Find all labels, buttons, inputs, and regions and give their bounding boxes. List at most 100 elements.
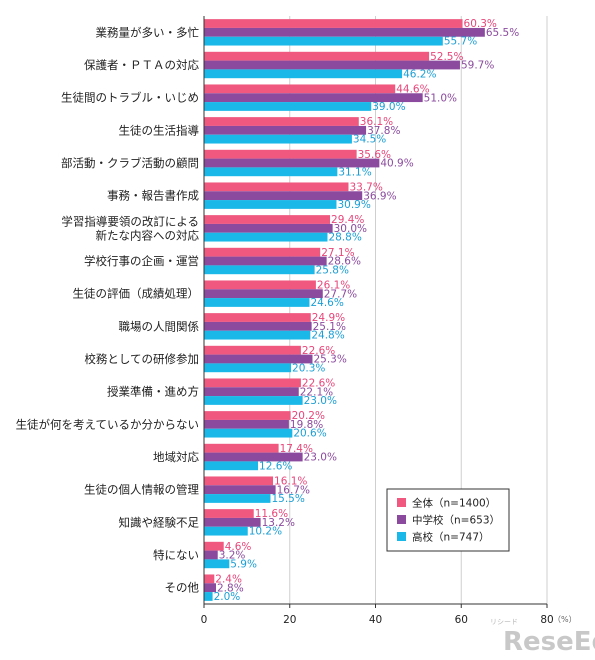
bar: [204, 559, 230, 569]
bar: [204, 517, 261, 527]
bar: [204, 167, 338, 177]
data-label: 36.1%: [360, 116, 393, 128]
category-label: 地域対応: [153, 450, 199, 464]
watermark-logo-text: ReseEd: [503, 627, 595, 657]
category-label: 生徒の個人情報の管理: [84, 483, 199, 497]
category-label: 授業準備・進め方: [107, 385, 199, 399]
data-label: 11.6%: [255, 508, 288, 520]
legend-swatch: [397, 498, 406, 507]
legend-label: 中学校（n=653）: [412, 514, 500, 527]
bar: [204, 313, 311, 322]
x-tick-label: 80: [540, 614, 553, 626]
x-tick-label: 40: [369, 614, 382, 626]
bar: [204, 223, 333, 233]
category-label: 生徒が何を考えているか分からない: [16, 417, 199, 431]
category-label: 職場の人間関係: [119, 319, 200, 333]
legend: 全体（n=1400） 中学校（n=653） 高校（n=747）: [386, 488, 510, 552]
data-label: 33.7%: [349, 181, 382, 193]
bar: [204, 428, 293, 438]
bar: [204, 345, 301, 355]
data-label: 24.9%: [312, 312, 345, 324]
bar: [204, 396, 303, 405]
category-label: 知識や経験不足: [119, 515, 200, 529]
bar: [204, 461, 259, 471]
bar: [204, 134, 352, 144]
bar: [204, 443, 279, 453]
category-label: 事務・報告書作成: [107, 189, 199, 203]
data-label: 19.8%: [290, 419, 323, 431]
data-label: 4.6%: [225, 541, 252, 553]
data-label: 44.6%: [396, 83, 429, 95]
bar: [204, 247, 321, 257]
legend-swatch: [397, 515, 406, 524]
data-label: 16.7%: [277, 484, 310, 496]
data-label: 52.5%: [430, 51, 463, 63]
bar: [204, 387, 299, 397]
gridlines: [289, 16, 548, 604]
category-label: 校務としての研修参加: [84, 352, 199, 366]
bar: [204, 125, 367, 135]
data-label: 20.3%: [292, 362, 325, 374]
data-label: 10.2%: [249, 526, 282, 538]
bar: [204, 69, 403, 79]
bar: [204, 354, 313, 364]
data-label: 22.6%: [302, 377, 335, 389]
bar: [204, 592, 213, 601]
bar: [204, 526, 248, 536]
bar: [204, 60, 460, 70]
data-label: 20.2%: [292, 410, 325, 422]
bar: [204, 363, 292, 373]
data-label: 20.6%: [293, 428, 326, 440]
bar: [204, 583, 217, 593]
category-label: 生徒間のトラブル・いじめ: [61, 91, 199, 105]
watermark-small-text: リシード: [490, 618, 518, 626]
x-tick-label: 0: [201, 614, 208, 626]
data-label: 27.1%: [321, 247, 354, 259]
x-tick-label: 60: [455, 614, 468, 626]
bar: [204, 19, 463, 28]
data-label: 55.7%: [444, 36, 477, 48]
data-label: 23.0%: [304, 395, 337, 407]
data-label: 3.2%: [219, 550, 246, 562]
data-label: 24.8%: [311, 330, 344, 342]
data-label: 36.9%: [363, 190, 396, 202]
bar: [204, 256, 327, 266]
data-label: 23.0%: [304, 452, 337, 464]
bar: [204, 280, 316, 290]
bar: [204, 200, 337, 209]
category-label: 業務量が多い・多忙: [96, 25, 200, 39]
data-label: 17.4%: [280, 443, 313, 455]
bar: [204, 158, 380, 168]
x-axis-unit: （%）: [553, 615, 577, 624]
category-label: 生徒の生活指導: [119, 123, 200, 137]
data-label: 60.3%: [464, 18, 497, 30]
legend-label: 全体（n=1400）: [412, 497, 496, 510]
data-label: 37.8%: [367, 125, 400, 137]
data-label: 2.0%: [214, 591, 241, 603]
bar: [204, 93, 423, 103]
bar: [204, 149, 357, 159]
data-label: 22.1%: [300, 386, 333, 398]
data-label: 2.8%: [217, 582, 244, 594]
bar: [204, 117, 359, 126]
data-label: 5.9%: [230, 558, 257, 570]
data-label: 24.6%: [310, 297, 343, 309]
category-label: 保護者・ＰＴＡの対応: [84, 58, 199, 72]
bar: [204, 51, 430, 61]
category-label: その他: [165, 581, 200, 595]
bar: [204, 191, 363, 201]
bars: [204, 19, 485, 601]
data-label: 28.8%: [328, 232, 361, 244]
bar: [204, 411, 291, 420]
data-label: 25.1%: [313, 321, 346, 333]
bar: [204, 232, 328, 242]
bar: [204, 419, 289, 429]
watermark-logo: リシード ReseEd: [490, 618, 595, 657]
legend-swatch: [397, 532, 406, 541]
x-tick-label: 20: [283, 614, 296, 626]
bar: [204, 494, 271, 503]
data-label: 27.7%: [324, 288, 357, 300]
category-label: 部活動・クラブ活動の顧問: [61, 156, 199, 170]
bar: [204, 298, 310, 307]
data-label: 26.1%: [317, 279, 350, 291]
